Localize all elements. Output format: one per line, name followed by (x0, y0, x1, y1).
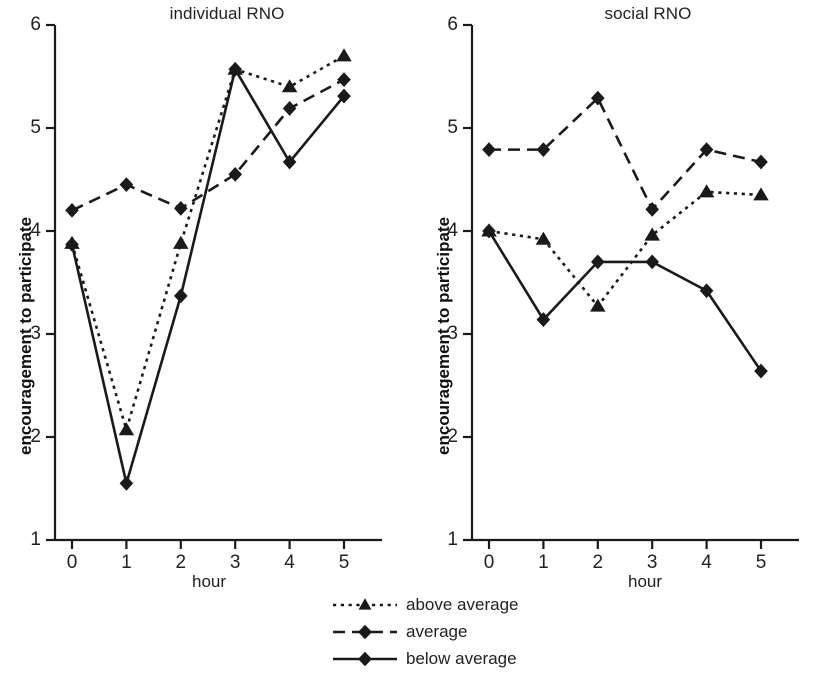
data-point-marker (590, 298, 606, 312)
y-tick-label: 2 (447, 426, 458, 447)
data-point-marker (753, 187, 769, 201)
panel-individual-rno: individual RNO (0, 0, 418, 600)
data-point-marker (119, 475, 134, 491)
data-point-marker (65, 203, 79, 218)
data-point-marker (336, 48, 352, 62)
y-tick-label: 2 (30, 426, 41, 447)
data-point-marker (535, 231, 552, 245)
series-average (482, 90, 768, 217)
data-point-marker (118, 422, 135, 436)
x-tick-label: 3 (229, 552, 241, 573)
legend-sample-above-average-icon (333, 598, 397, 610)
legend: above average average below average (332, 592, 632, 676)
data-point-marker (337, 72, 351, 87)
y-tick-label: 5 (30, 117, 41, 138)
legend-item-above-average: above average (332, 592, 518, 618)
series-average (65, 72, 351, 218)
x-tick-label: 5 (338, 552, 350, 573)
data-point-marker (228, 166, 243, 182)
x-tick-label: 5 (755, 552, 767, 573)
data-point-marker (337, 88, 351, 104)
data-point-marker (754, 363, 768, 379)
legend-label-above-average: above average (406, 595, 519, 614)
legend-sample-below-average-icon (333, 651, 397, 667)
x-tick-label: 0 (483, 552, 495, 573)
series-above-average (481, 184, 769, 312)
data-point-marker (590, 254, 605, 270)
data-point-marker (282, 101, 297, 116)
legend-item-below-average: below average (332, 646, 517, 672)
x-tick-label: 1 (121, 552, 132, 573)
data-point-marker (228, 61, 243, 77)
data-point-marker (699, 283, 714, 299)
series-below-average (65, 61, 351, 491)
x-tick-label: 4 (284, 552, 295, 573)
series-below-average (482, 223, 768, 379)
legend-item-average: average (332, 619, 467, 645)
data-point-marker (65, 236, 79, 252)
panel-title-social: social RNO (604, 4, 692, 23)
panel-title-individual: individual RNO (169, 4, 285, 23)
data-point-marker (536, 142, 551, 158)
data-point-marker (281, 79, 298, 93)
x-tick-label: 2 (175, 552, 187, 573)
legend-label-average: average (406, 622, 468, 641)
y-tick-label: 3 (447, 323, 458, 344)
legend-label-below-average: below average (406, 649, 517, 668)
data-point-marker (282, 154, 297, 170)
y-tick-label: 4 (30, 220, 41, 241)
data-point-marker (754, 154, 768, 170)
plot-area-social (463, 23, 799, 549)
panel-social-rno: social RNO (417, 0, 835, 600)
plot-area-individual (46, 23, 382, 549)
data-point-marker (482, 223, 496, 239)
data-point-marker (173, 288, 188, 304)
legend-sample-average-icon (333, 624, 397, 640)
x-axis-label-social: hour (627, 572, 663, 591)
y-tick-label: 1 (447, 529, 458, 550)
data-point-marker (699, 142, 714, 158)
data-point-marker (173, 235, 189, 249)
series-above-average (64, 48, 352, 436)
data-point-marker (645, 201, 660, 217)
y-tick-label: 1 (30, 529, 41, 550)
y-tick-label: 5 (447, 117, 458, 138)
data-point-marker (173, 200, 188, 216)
x-tick-label: 4 (701, 552, 712, 573)
y-tick-label: 3 (30, 323, 41, 344)
data-point-marker (482, 142, 496, 158)
x-tick-label: 1 (538, 552, 549, 573)
x-tick-label: 2 (592, 552, 604, 573)
y-tick-label: 4 (447, 220, 458, 241)
y-tick-label: 6 (30, 14, 41, 35)
x-axis-label-individual: hour (191, 572, 227, 591)
data-point-marker (119, 177, 134, 193)
data-point-marker (644, 227, 660, 241)
data-point-marker (698, 184, 715, 198)
x-tick-label: 0 (66, 552, 78, 573)
data-point-marker (645, 254, 660, 270)
y-tick-label: 6 (447, 14, 458, 35)
x-tick-label: 3 (646, 552, 658, 573)
